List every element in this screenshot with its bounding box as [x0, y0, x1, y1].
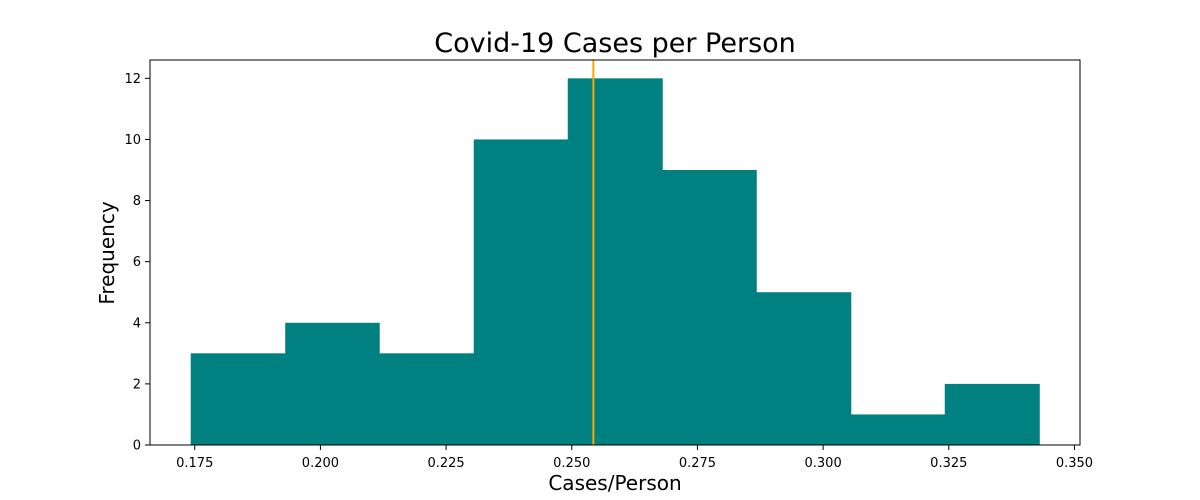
x-tick-label: 0.250	[553, 456, 590, 471]
histogram-bar	[662, 170, 757, 445]
x-tick-label: 0.175	[176, 456, 213, 471]
x-tick-label: 0.200	[302, 456, 339, 471]
y-tick-label: 2	[133, 377, 141, 392]
histogram-bar	[473, 139, 569, 445]
x-tick-label: 0.275	[679, 456, 716, 471]
y-tick-label: 12	[124, 72, 141, 87]
y-tick-label: 0	[133, 439, 141, 454]
histogram-bar	[567, 78, 663, 445]
chart-title: Covid-19 Cases per Person	[434, 28, 796, 59]
x-axis-label: Cases/Person	[548, 471, 681, 495]
y-axis-ticks: 0 2 4 6 8 10 12	[124, 72, 150, 454]
x-axis-ticks: 0.175 0.200 0.225 0.250 0.275 0.300 0.325 0.350	[176, 445, 1093, 471]
histogram-bar	[379, 353, 475, 445]
y-tick-label: 4	[133, 316, 141, 331]
histogram-bar	[944, 383, 1040, 445]
histogram-bar	[190, 353, 286, 445]
bars-layer	[190, 78, 1040, 445]
y-axis-label: Frequency	[95, 201, 119, 304]
y-tick-label: 10	[124, 133, 141, 148]
x-tick-label: 0.325	[930, 456, 967, 471]
plot-frame	[149, 59, 1081, 446]
histogram-bar	[285, 322, 380, 445]
histogram-bar	[850, 414, 946, 445]
x-tick-label: 0.350	[1056, 456, 1093, 471]
x-tick-label: 0.300	[805, 456, 842, 471]
x-tick-label: 0.225	[427, 456, 464, 471]
y-tick-label: 6	[133, 255, 141, 270]
histogram-bar	[756, 292, 852, 445]
y-tick-label: 8	[133, 194, 141, 209]
